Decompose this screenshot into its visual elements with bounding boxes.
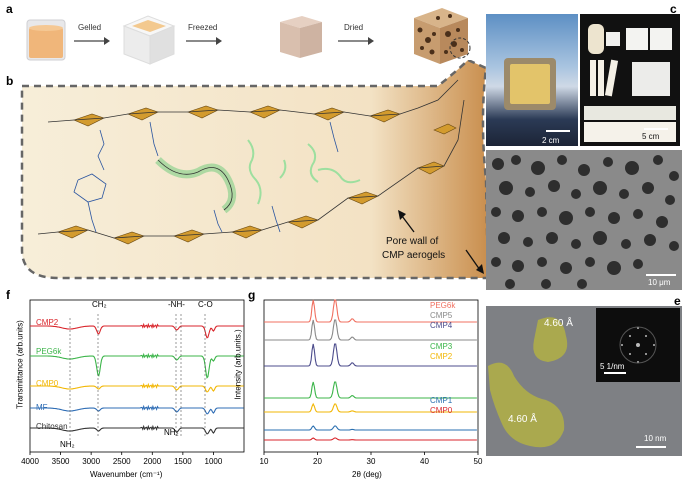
aerogel-held-photo: 2 cm: [486, 14, 578, 146]
beaker-icon: [26, 19, 66, 61]
annotation-co: C-O: [198, 300, 213, 309]
xrd-xlabel: 2θ (deg): [352, 470, 382, 479]
xrd-series-cmp2: [264, 402, 477, 413]
g-legend-cmp2: CMP2: [430, 352, 453, 361]
pore-wall-label-2: CMP aerogels: [382, 250, 446, 261]
xrd-tick-label-20: 20: [313, 457, 322, 466]
molecular-structure-diagram: [20, 60, 488, 280]
xrd-chart: 10 20 30 40 50: [260, 299, 483, 466]
gel-mold-icon: [122, 15, 176, 65]
g-legend-cmp3: CMP3: [430, 342, 453, 351]
ftir-tick-label-2500: 2500: [113, 457, 131, 466]
ftir-series-peg6k: [30, 352, 244, 379]
ftir-chart: 4000 3500 3000 2500 2000 1500 1000: [21, 299, 245, 466]
xrd-series-peg6k: [264, 299, 477, 323]
step-freezed: Freezed: [188, 23, 218, 32]
d-spacing-label-1: 4.60 Å: [544, 318, 573, 329]
aerogel-samples-photo: 5 cm: [580, 14, 680, 146]
g-legend-cmp0: CMP0: [430, 406, 453, 415]
ftir-tick-label-4000: 4000: [21, 457, 39, 466]
ftir-series-chitosan: [30, 424, 244, 435]
g-legend-cmp5: CMP5: [430, 311, 453, 320]
panel-label-c: c: [670, 2, 677, 16]
sem-image: 10 μm: [486, 150, 682, 290]
xrd-tick-label-40: 40: [420, 457, 429, 466]
xrd-tick-label-50: 50: [474, 457, 483, 466]
ftir-tick-label-1500: 1500: [174, 457, 192, 466]
f-legend-peg6k: PEG6k: [36, 347, 62, 356]
ftir-series-cmp0: [30, 382, 244, 393]
annotation-nh2-right: NH₂: [164, 428, 179, 437]
ftir-xlabel: Wavenumber (cm⁻¹): [90, 470, 163, 479]
aerogel-cube-icon: [414, 8, 471, 64]
scale-10nm: 10 nm: [644, 434, 667, 443]
xrd-tick-label-10: 10: [260, 457, 269, 466]
g-legend-cmp1: CMP1: [430, 396, 453, 405]
ftir-tick-label-1000: 1000: [205, 457, 223, 466]
g-legend-peg6k: PEG6k: [430, 301, 456, 310]
annotation-ch2: CH₂: [92, 300, 107, 309]
xrd-series-cmp0: [264, 437, 477, 441]
panel-label-a: a: [6, 2, 13, 16]
ftir-tick-label-2000: 2000: [143, 457, 161, 466]
step-dried: Dried: [344, 23, 364, 32]
d-spacing-label-2: 4.60 Å: [508, 414, 537, 425]
arrow-dried: [338, 37, 374, 45]
xrd-series-cmp4: [264, 343, 477, 367]
scale-2cm: 2 cm: [542, 136, 560, 145]
fft-scale-label: 5 1/nm: [600, 362, 625, 371]
scale-5cm: 5 cm: [642, 132, 660, 141]
f-legend-cmp0: CMP0: [36, 379, 59, 388]
step-gelled: Gelled: [78, 23, 102, 32]
xrd-series-cmp1: [264, 425, 477, 431]
g-legend-cmp4: CMP4: [430, 321, 453, 330]
panel-label-g: g: [248, 288, 256, 302]
ftir-ylabel: Transmittance (arb.units): [15, 320, 25, 409]
ftir-series-cmp2: [30, 322, 244, 339]
f-legend-cmp2: CMP2: [36, 318, 59, 327]
ftir-tick-label-3000: 3000: [82, 457, 100, 466]
pore-wall-label-1: Pore wall of: [386, 236, 439, 247]
scale-10um: 10 μm: [648, 278, 671, 287]
ftir-series-mf: [30, 404, 244, 415]
arrow-freezed: [186, 37, 222, 45]
panel-label-e: e: [674, 294, 681, 308]
panel-label-f: f: [6, 288, 10, 302]
xrd-series-cmp3: [264, 381, 477, 399]
frozen-cube-icon: [280, 16, 322, 58]
ftir-tick-label-3500: 3500: [52, 457, 70, 466]
f-legend-mf: MF: [36, 403, 48, 412]
annotation-nh: -NH-: [168, 300, 185, 309]
xrd-ylabel: Intensity (arb.units.): [233, 329, 243, 400]
ftir-plot-frame: [29, 299, 245, 453]
annotation-nh2-left: NH₂: [60, 440, 75, 449]
xrd-tick-label-30: 30: [367, 457, 376, 466]
panel-label-b: b: [6, 74, 14, 88]
arrow-gelled: [74, 37, 110, 45]
tem-image: 4.60 Å 4.60 Å 5 1/nm 10 nm: [486, 306, 682, 456]
f-legend-chitosan: Chitosan: [36, 422, 68, 431]
xrd-series-cmp5: [264, 319, 477, 341]
